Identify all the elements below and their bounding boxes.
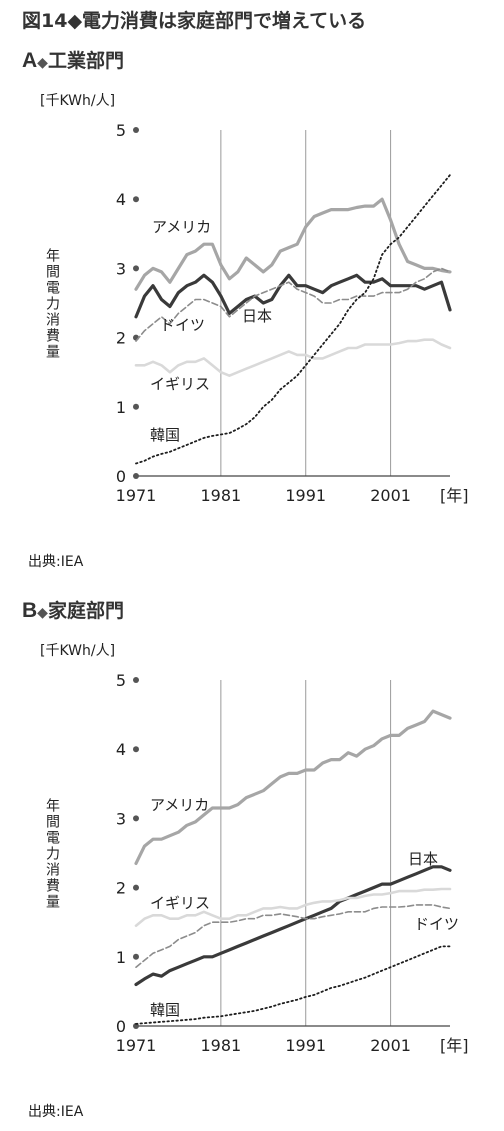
industrial-chart: [千KWh/人] 0 1 2 3 4 5 1971 1981 1991 2001 [年] 年間電力消費量… (40, 93, 469, 505)
x-tick-label: 1991 (285, 486, 326, 505)
y-tick-dot (133, 127, 139, 133)
series-label-germany: ドイツ (414, 915, 459, 933)
series-line-korea (135, 174, 451, 465)
diamond-icon: ◆ (37, 55, 48, 71)
series-line-germany (135, 904, 451, 969)
y-axis-label: 年間電力消費量 (44, 248, 60, 360)
series-line-uk (134, 887, 452, 928)
series-line-korea (135, 945, 451, 1025)
series-label-japan: 日本 (242, 307, 272, 325)
y-tick-label: 3 (116, 259, 126, 278)
figure-title: 図14◆電力消費は家庭部門で増えている (22, 10, 367, 32)
y-tick-dot (133, 815, 139, 822)
x-axis-unit: [年] (440, 1036, 469, 1055)
y-tick-label: 0 (116, 1017, 126, 1036)
series-label-germany: ドイツ (160, 316, 205, 334)
panel-a-letter: A (22, 49, 38, 72)
panel-a-source: 出典:IEA (28, 554, 84, 570)
y-tick-dot (133, 677, 139, 683)
series-label-america: アメリカ (152, 218, 211, 236)
series-label-korea: 韓国 (150, 426, 180, 444)
x-tick-label: 1971 (116, 486, 157, 505)
x-axis-unit: [年] (440, 486, 469, 505)
series-line-america (134, 709, 452, 865)
y-tick-dot (133, 953, 139, 960)
panel-b-letter: B (22, 599, 38, 622)
y-tick-label: 4 (116, 740, 126, 759)
panel-b-source: 出典:IEA (28, 1104, 84, 1120)
x-tick-label: 1981 (201, 486, 242, 505)
unit-label: [千KWh/人] (40, 643, 115, 659)
series-line-america (134, 197, 452, 291)
y-tick-dot (133, 746, 139, 753)
series-label-uk: イギリス (150, 375, 210, 393)
x-tick-label: 2001 (370, 486, 411, 505)
diamond-icon: ◆ (37, 605, 48, 621)
household-chart: [千KWh/人] 0 1 2 3 4 5 1971 1981 1991 2001 [年] 年間電力消費量… (40, 643, 469, 1055)
panel-b-title: B◆家庭部門 (22, 596, 124, 623)
panel-b-name: 家庭部門 (47, 600, 124, 622)
y-tick-label: 1 (116, 398, 126, 417)
series-label-japan: 日本 (408, 850, 438, 868)
y-tick-dot (133, 403, 139, 410)
y-tick-label: 2 (116, 879, 126, 898)
x-tick-label: 2001 (370, 1036, 411, 1055)
y-tick-label: 0 (116, 467, 126, 486)
series-line-japan (134, 865, 452, 987)
y-tick-dot (133, 196, 139, 203)
y-tick-label: 1 (116, 948, 126, 967)
series-label-korea: 韓国 (150, 1001, 180, 1019)
y-tick-dot (133, 265, 139, 272)
y-tick-label: 3 (116, 809, 126, 828)
x-tick-label: 1971 (116, 1036, 157, 1055)
y-tick-label: 4 (116, 190, 126, 209)
series-label-america: アメリカ (150, 796, 209, 814)
y-tick-label: 5 (116, 121, 126, 140)
y-tick-label: 5 (116, 671, 126, 690)
series-label-uk: イギリス (150, 894, 210, 912)
series-line-japan (134, 273, 452, 319)
y-tick-dot (133, 473, 139, 479)
x-tick-label: 1981 (201, 1036, 242, 1055)
y-tick-dot (133, 884, 139, 891)
y-axis-label: 年間電力消費量 (44, 798, 60, 910)
y-tick-label: 2 (116, 329, 126, 348)
panel-a-title: A◆工業部門 (22, 46, 124, 73)
x-tick-label: 1991 (285, 1036, 326, 1055)
series-line-uk (134, 338, 452, 378)
series-line-germany (135, 267, 451, 342)
panel-a-name: 工業部門 (47, 50, 124, 72)
unit-label: [千KWh/人] (40, 93, 115, 109)
